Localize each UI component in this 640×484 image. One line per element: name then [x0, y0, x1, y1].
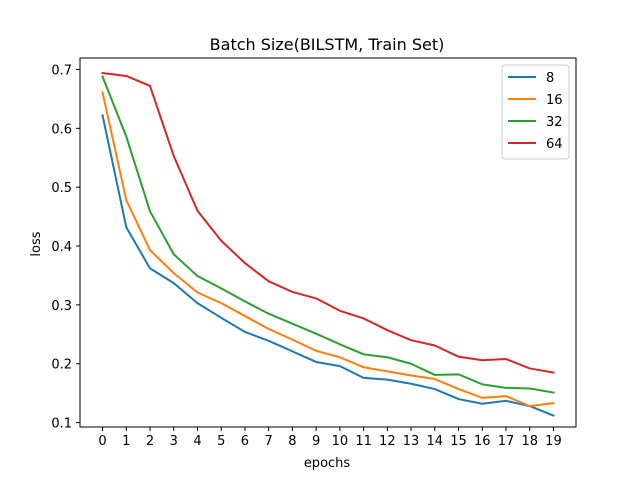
series-line-16 [101, 91, 555, 408]
x-tick-label-6: 6 [241, 434, 249, 449]
x-tick-label-13: 13 [403, 434, 420, 449]
y-tick-label-0.2: 0.2 [51, 358, 72, 373]
series-line-64 [101, 71, 555, 374]
y-tick-label-0.7: 0.7 [51, 63, 72, 78]
x-tick-label-18: 18 [521, 434, 538, 449]
x-tick-label-11: 11 [355, 434, 372, 449]
y-tick-label-0.1: 0.1 [51, 417, 72, 432]
x-tick-label-15: 15 [450, 434, 467, 449]
x-tick-label-4: 4 [193, 434, 201, 449]
legend-label-64: 64 [546, 137, 563, 152]
x-axis-label: epochs [304, 456, 351, 471]
x-tick-label-8: 8 [288, 434, 296, 449]
y-tick-label-0.4: 0.4 [51, 240, 72, 255]
x-tick-label-5: 5 [217, 434, 225, 449]
legend-label-8: 8 [546, 71, 554, 86]
x-tick-label-2: 2 [146, 434, 154, 449]
legend-box [501, 64, 570, 160]
x-tick-label-0: 0 [98, 434, 106, 449]
x-tick-label-10: 10 [332, 434, 349, 449]
x-tick-label-12: 12 [379, 434, 396, 449]
plot-area: 0 1 2 3 4 5 6 7 8 9 10 11 12 13 14 15 16 17 18 190.10.20.30… [51, 57, 577, 449]
x-tick-label-14: 14 [427, 434, 444, 449]
x-tick-label-3: 3 [170, 434, 178, 449]
chart-title: Batch Size(BILSTM, Train Set) [210, 35, 445, 54]
y-tick-label-0.5: 0.5 [51, 181, 72, 196]
y-axis-label: loss [29, 231, 44, 256]
plot-frame [79, 57, 577, 428]
legend-label-16: 16 [546, 93, 563, 108]
x-tick-label-19: 19 [545, 434, 562, 449]
x-tick-label-16: 16 [474, 434, 491, 449]
legend-label-32: 32 [546, 115, 563, 130]
y-tick-label-0.6: 0.6 [51, 122, 72, 137]
series-line-32 [101, 75, 555, 394]
x-tick-label-7: 7 [265, 434, 273, 449]
legend: 8 16 32 64 [501, 64, 570, 160]
y-tick-label-0.3: 0.3 [51, 299, 72, 314]
x-tick-label-17: 17 [498, 434, 515, 449]
series-line-8 [101, 114, 555, 417]
x-tick-label-9: 9 [312, 434, 320, 449]
x-tick-label-1: 1 [122, 434, 130, 449]
